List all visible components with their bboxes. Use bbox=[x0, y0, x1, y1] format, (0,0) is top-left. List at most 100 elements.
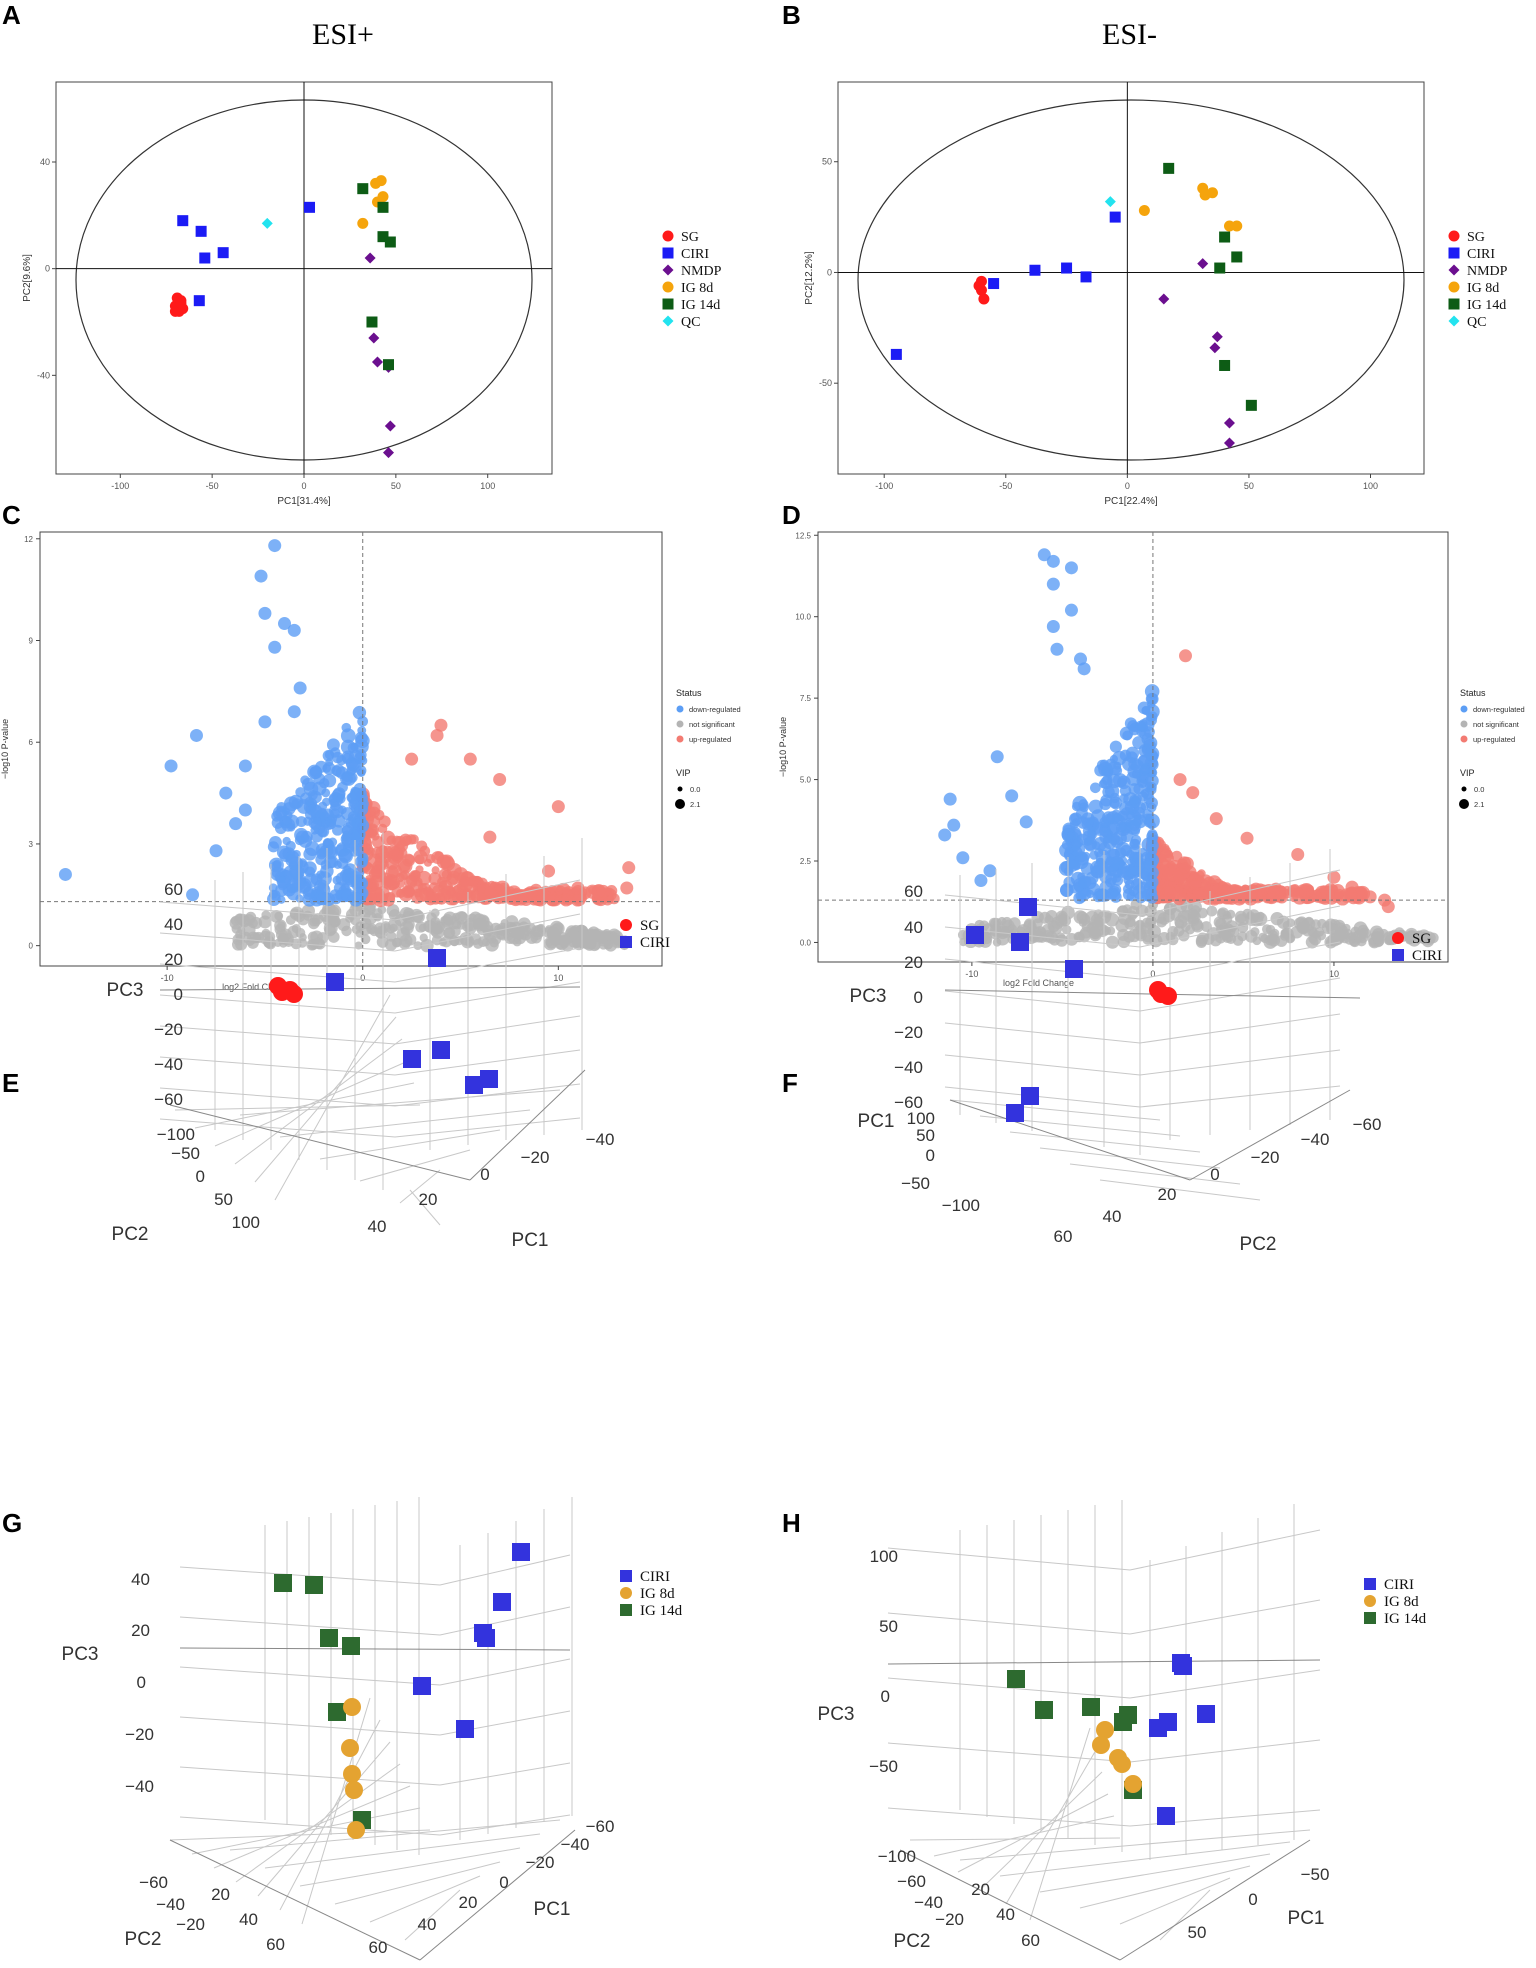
pca3d-f-pc3-ticks-label: 60 bbox=[904, 882, 923, 901]
volcano-c-point-not-significant bbox=[443, 926, 456, 939]
volcano-c-point-down-regulated bbox=[316, 848, 327, 860]
pca-a-legend-marker-sg bbox=[662, 230, 674, 242]
pca3d-f-pc2-ticks-label: −60 bbox=[1353, 1115, 1382, 1134]
pca3d-f-grid bbox=[944, 1022, 1141, 1044]
pca-b-point-sg bbox=[978, 293, 990, 305]
volcano-c-point-not-significant bbox=[371, 908, 384, 921]
pca3d-f-pc2-ticks-label: 60 bbox=[1054, 1227, 1073, 1246]
pca3d-f-pc2-ticks-label: 0 bbox=[1210, 1165, 1219, 1184]
pca3d-g-point-ig-14d bbox=[342, 1637, 360, 1655]
volcano-c-point-not-significant bbox=[345, 914, 354, 923]
volcano-d-point-down-regulated bbox=[1106, 824, 1119, 837]
pca-a-point-ciri bbox=[195, 225, 207, 237]
pca3d-e-pc3-ticks-label: 60 bbox=[164, 880, 183, 899]
volcano-c-point-down-regulated bbox=[308, 816, 322, 830]
pca3d-h-pc1-ticks-label: 50 bbox=[1188, 1923, 1207, 1942]
volcano-c-point-up-regulated bbox=[542, 864, 556, 878]
volcano-c-point-down-regulated bbox=[322, 749, 335, 762]
pca3d-g-pc1-ticks-label: −20 bbox=[526, 1853, 555, 1872]
volcano-c-xtick-label: 10 bbox=[553, 973, 563, 983]
pca3d-f-axis-line bbox=[949, 1099, 1191, 1181]
pca3d-g-grid bbox=[299, 1847, 521, 1887]
volcano-d-point-not-significant bbox=[1144, 904, 1157, 918]
pca3d-h-pc2-ticks-label: 40 bbox=[996, 1905, 1015, 1924]
pca3d-g-grid bbox=[439, 1762, 571, 1786]
volcano-d-point-down-regulated bbox=[1146, 693, 1159, 706]
pca3d-e-axis-label-pc2: PC2 bbox=[112, 1224, 149, 1245]
pca-b-point-ig-14d bbox=[1231, 251, 1243, 263]
pca3d-f-point-ciri bbox=[1019, 898, 1037, 916]
volcano-d-point-down-regulated bbox=[1145, 781, 1154, 790]
volcano-d-legend-label-up-regulated: up-regulated bbox=[1473, 735, 1515, 744]
volcano-c-point-down-regulated bbox=[58, 867, 72, 881]
pca3d-g-pc1-ticks-label: 40 bbox=[418, 1915, 437, 1934]
pca3d-f-pc3-ticks-label: −40 bbox=[894, 1058, 923, 1077]
volcano-c-point-down-regulated bbox=[322, 761, 336, 775]
pca3d-h-pc3-ticks-label: −50 bbox=[869, 1757, 898, 1776]
volcano-d-point-down-regulated bbox=[1103, 813, 1115, 826]
pca-b-legend-marker-nmdp bbox=[1448, 264, 1460, 276]
volcano-d-point-down-regulated bbox=[1132, 736, 1146, 750]
volcano-c-point-up-regulated bbox=[453, 867, 469, 882]
volcano-d-legend-label-down-regulated: down-regulated bbox=[1473, 705, 1525, 714]
volcano-c-point-up-regulated bbox=[437, 876, 448, 887]
volcano-d-ytick-label: 0.0 bbox=[800, 938, 812, 947]
pca3d-g-grid bbox=[229, 1819, 561, 1851]
pca3d-e-grid bbox=[394, 879, 581, 921]
volcano-c-vip-small-label: 0.0 bbox=[690, 785, 700, 794]
pca-a-point-ig-8d bbox=[375, 175, 387, 187]
pca3d-f-grid bbox=[1039, 1147, 1221, 1169]
pca-b-xtick-label: -100 bbox=[875, 481, 893, 491]
pca-b-legend-marker-ciri bbox=[1448, 247, 1460, 259]
volcano-d-point-not-significant bbox=[1247, 909, 1260, 922]
pca3d-h-pc2-ticks-label: −60 bbox=[897, 1872, 926, 1891]
pca3d-e-grid bbox=[159, 901, 396, 921]
volcano-c-point-not-significant bbox=[399, 934, 413, 948]
volcano-c-point-not-significant bbox=[388, 917, 402, 932]
volcano-c-point-up-regulated bbox=[430, 728, 444, 742]
pca3d-h-grid bbox=[1129, 1669, 1321, 1699]
volcano-c-point-not-significant bbox=[237, 926, 246, 935]
volcano-c-ytick-label: 3 bbox=[29, 840, 34, 849]
volcano-c-point-not-significant bbox=[263, 937, 274, 948]
volcano-d-point-down-regulated bbox=[1137, 778, 1148, 789]
pca-b-point-ig-14d bbox=[1219, 359, 1231, 371]
pca3d-g-axis-label-pc2: PC2 bbox=[125, 1929, 162, 1950]
pca-a-xtick-label: 100 bbox=[480, 481, 495, 491]
volcano-c-point-down-regulated bbox=[302, 887, 315, 900]
pca3d-g-pc1-ticks-label: −40 bbox=[561, 1835, 590, 1854]
volcano-c-point-up-regulated bbox=[377, 823, 388, 834]
pca3d-g-legend-label-ciri: CIRI bbox=[640, 1569, 670, 1585]
volcano-c-vip-title: VIP bbox=[676, 768, 691, 778]
volcano-d-point-not-significant bbox=[1165, 931, 1176, 942]
pca3d-f-grid bbox=[944, 894, 1141, 916]
pca-a-point-ciri bbox=[199, 252, 211, 264]
pca3d-h-pc2-ticks-label: −20 bbox=[935, 1910, 964, 1929]
volcano-c-point-down-regulated bbox=[287, 705, 301, 719]
pca3d-e-axis-label-pc3: PC3 bbox=[107, 980, 144, 1001]
pca-b-point-ciri bbox=[1029, 264, 1041, 276]
pca3d-g-legend-label-ig-14d: IG 14d bbox=[640, 1603, 683, 1619]
volcano-d-point-down-regulated bbox=[1109, 796, 1123, 810]
pca3d-g-axis-line bbox=[169, 1839, 421, 1961]
pca3d-h-point-ciri bbox=[1157, 1807, 1175, 1825]
volcano-d-vip-large-marker bbox=[1459, 799, 1469, 809]
pca3d-e-pc1-ticks-label: 20 bbox=[419, 1190, 438, 1209]
pca3d-f-pc1-ticks-label: 100 bbox=[907, 1109, 935, 1128]
pca3d-h-point-ciri bbox=[1149, 1719, 1167, 1737]
title-esi-negative: ESI- bbox=[1102, 18, 1157, 51]
pca-a-point-ciri bbox=[177, 215, 189, 227]
volcano-c-point-up-regulated bbox=[385, 845, 400, 859]
volcano-d-point-down-regulated bbox=[1122, 730, 1133, 741]
volcano-c-point-up-regulated bbox=[451, 892, 463, 904]
volcano-c-point-down-regulated bbox=[355, 733, 370, 749]
volcano-d-point-not-significant bbox=[1195, 934, 1208, 947]
pca3d-f-pc3-ticks-label: −20 bbox=[894, 1023, 923, 1042]
volcano-d-point-down-regulated bbox=[1098, 842, 1111, 856]
pca-a-legend-marker-qc bbox=[662, 315, 674, 327]
pca3d-h-point-ig-8d bbox=[1124, 1775, 1142, 1793]
pca3d-h-grid bbox=[887, 1612, 1131, 1635]
pca3d-f-pc1-ticks-label: 50 bbox=[916, 1126, 935, 1145]
volcano-d-point-not-significant bbox=[1149, 934, 1163, 948]
